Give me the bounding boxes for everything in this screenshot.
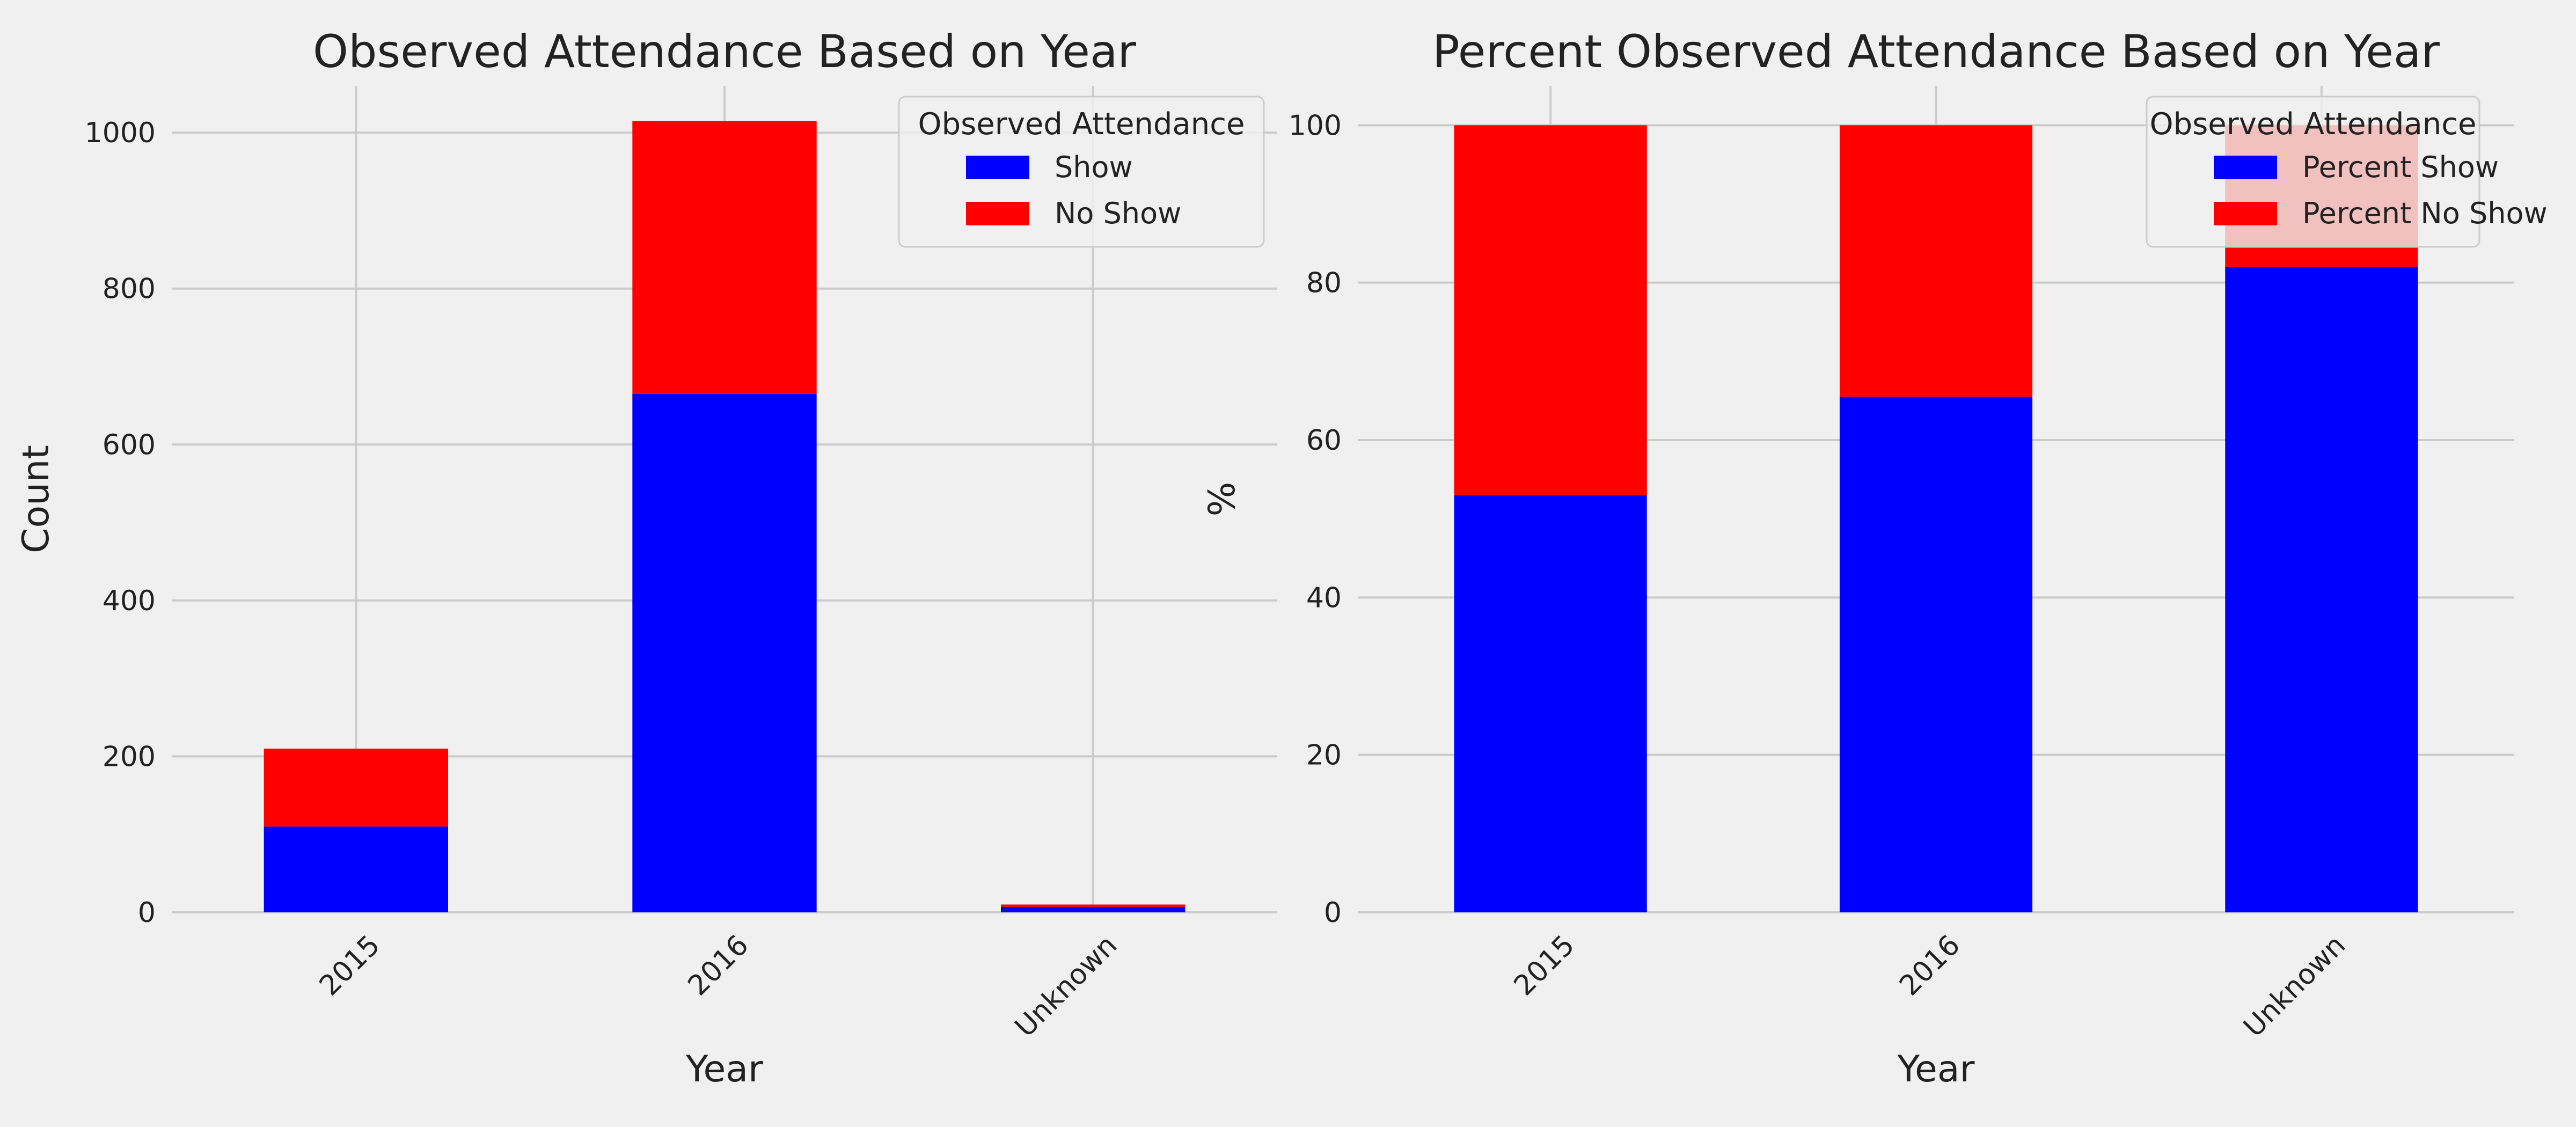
legend: Observed Attendance Show No Show	[898, 96, 1265, 248]
chart-title: Percent Observed Attendance Based on Yea…	[1432, 25, 2440, 78]
legend-label-1: Percent No Show	[2302, 196, 2548, 230]
y-tick-label: 40	[1306, 582, 1342, 614]
bars	[264, 121, 1185, 912]
legend-swatch-1	[2214, 202, 2277, 225]
legend-title: Observed Attendance	[918, 107, 1245, 142]
legend-label-0: Show	[1055, 150, 1133, 184]
y-axis-label: %	[1201, 482, 1243, 517]
y-tick-label: 0	[138, 897, 156, 929]
legend-label-0: Percent Show	[2302, 150, 2499, 184]
y-tick-label: 0	[1324, 897, 1342, 929]
y-tick-label: 1000	[85, 117, 156, 149]
bar-percent-show-2015	[1454, 495, 1647, 912]
bar-show-2016	[632, 393, 817, 912]
y-tick-label: 400	[103, 585, 156, 617]
legend-swatch-0	[966, 156, 1029, 179]
y-tick-label: 800	[103, 273, 156, 305]
y-tick-label: 80	[1306, 267, 1342, 299]
x-axis-label: Year	[685, 1048, 763, 1091]
y-tick-label: 100	[1289, 109, 1342, 142]
chart-title: Observed Attendance Based on Year	[313, 25, 1136, 78]
bar-no-show-2015	[264, 748, 448, 827]
x-tick-label: Unknown	[2237, 929, 2352, 1043]
x-tick-label: 2015	[313, 929, 386, 1002]
count-chart: 0 200 400 600 800 1000 2015 2016 Unknown Observed…	[15, 25, 1277, 1091]
percent-chart: 0 20 40 60 80 100 2015 2016 Unknown Percent Obser…	[1201, 25, 2548, 1091]
x-tick-label: 2016	[1893, 929, 1966, 1002]
legend-swatch-1	[966, 202, 1029, 225]
bar-no-show-unknown	[1001, 904, 1185, 907]
x-tick-label: Unknown	[1009, 929, 1123, 1043]
bar-percent-show-2016	[1839, 397, 2033, 912]
x-tick-label: 2016	[682, 929, 755, 1002]
y-tick-label: 600	[103, 429, 156, 461]
bar-show-unknown	[1001, 906, 1185, 912]
x-tick-label: 2015	[1508, 929, 1581, 1002]
bar-no-show-2016	[632, 121, 817, 394]
y-tick-label: 20	[1306, 740, 1342, 772]
bar-percent-no-show-2016	[1839, 125, 2033, 397]
legend-swatch-0	[2214, 156, 2277, 179]
legend-title: Observed Attendance	[2150, 107, 2477, 142]
bar-show-2015	[264, 826, 448, 912]
legend-label-1: No Show	[1055, 196, 1181, 230]
y-tick-label: 200	[103, 741, 156, 773]
bar-percent-no-show-2015	[1454, 125, 1647, 495]
legend: Observed Attendance Percent Show Percent N…	[2146, 96, 2548, 248]
bar-percent-show-unknown	[2225, 267, 2418, 912]
x-axis-label: Year	[1897, 1048, 1975, 1091]
y-axis-label: Count	[15, 445, 57, 553]
y-tick-label: 60	[1306, 425, 1342, 457]
